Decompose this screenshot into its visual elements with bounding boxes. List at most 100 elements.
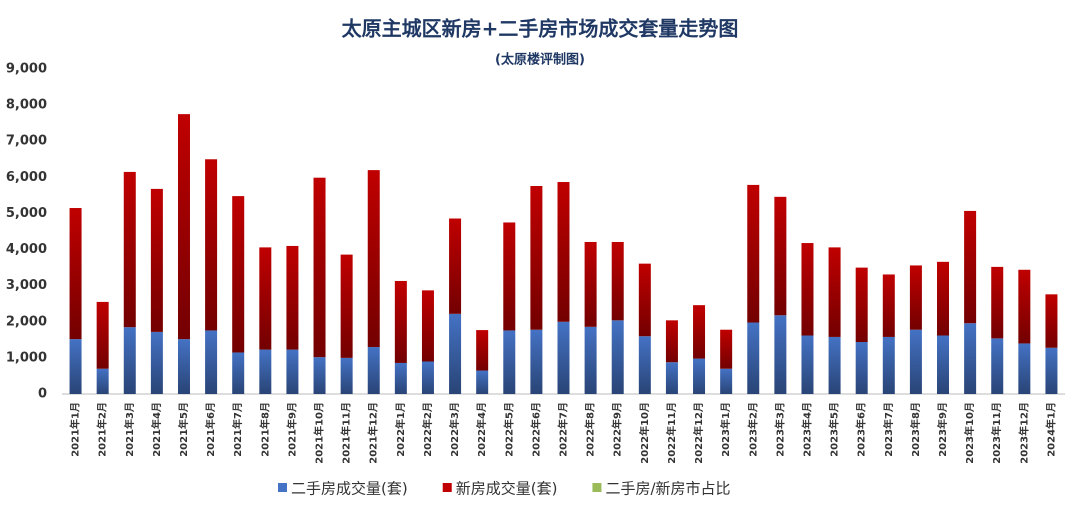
x-tick-label: 2022年5月 [502,402,515,457]
bar-segment [882,274,895,337]
bar-segment [394,280,407,363]
bar-segment [828,247,841,337]
x-tick-label: 2022年6月 [529,402,542,457]
bar-segment [1045,294,1058,348]
x-tick-label: 2023年7月 [882,402,895,457]
bar-segment [720,329,733,369]
bar-segment [1045,347,1058,394]
bar-segment [557,321,570,394]
legend-label: 新房成交量(套) [456,480,558,498]
x-tick-label: 2023年3月 [773,402,786,457]
bar-segment [991,338,1004,394]
bar-segment [367,170,380,348]
legend-label: 二手房成交量(套) [291,480,408,498]
bar-segment [611,320,624,394]
chart-subtitle: (太原楼评制图) [495,52,585,68]
bar-segment [557,182,570,322]
bar-segment [259,349,272,394]
bar-segment [720,368,733,394]
bar-segment [530,329,543,394]
x-tick-label: 2021年11月 [340,402,353,464]
y-tick-label: 5,000 [6,206,47,221]
bar-segment [503,222,516,331]
x-tick-label: 2021年10月 [313,402,326,464]
bar-segment [991,266,1004,339]
x-tick-label: 2022年10月 [638,402,651,464]
bar-segment [205,330,218,394]
y-tick-label: 1,000 [6,350,47,365]
bar-segment [801,243,814,336]
bar-segment [693,305,706,359]
x-tick-label: 2022年11月 [665,402,678,464]
bar-segment [909,265,922,330]
bar-segment [828,336,841,394]
bar-segment [855,342,868,394]
y-tick-label: 8,000 [6,98,47,113]
chart-title: 太原主城区新房+二手房市场成交套量走势图 [342,17,739,41]
x-tick-label: 2021年2月 [96,402,109,457]
bar-segment [747,322,760,394]
x-tick-label: 2023年10月 [963,402,976,464]
legend-label: 二手房/新房市占比 [605,480,730,498]
bar-segment [665,362,678,394]
legend-swatch [592,483,602,492]
x-tick-label: 2021年3月 [123,402,136,457]
bar-segment [964,210,977,324]
x-tick-label: 2021年12月 [367,402,380,464]
bar-segment [449,313,462,394]
bar-segment [964,323,977,394]
y-tick-label: 0 [38,387,47,402]
x-tick-label: 2022年12月 [692,402,705,464]
bar-segment [367,347,380,394]
x-tick-label: 2022年1月 [394,402,407,457]
bar-segment [177,114,190,340]
bar-segment [421,361,434,394]
bar-segment [693,358,706,394]
bar-segment [937,261,950,336]
bar-segment [774,196,787,316]
x-tick-label: 2021年1月 [69,402,82,457]
bar-segment [96,301,109,369]
bar-segment [96,368,109,394]
x-tick-label: 2022年7月 [557,402,570,457]
x-tick-label: 2021年7月 [231,402,244,457]
x-tick-label: 2023年9月 [936,402,949,457]
bar-segment [611,241,624,321]
x-tick-label: 2023年4月 [800,402,813,457]
bar-segment [909,329,922,394]
bar-segment [774,315,787,394]
bar-segment [177,339,190,394]
bar-segment [232,196,245,353]
bar-segment [449,218,462,314]
bar-segment [150,331,163,394]
bar-segment [421,290,434,362]
bar-segment [801,335,814,394]
x-tick-label: 2021年8月 [258,402,271,457]
bar-segment [855,267,868,342]
x-tick-label: 2024年1月 [1044,402,1057,457]
bar-segment [205,159,218,331]
x-tick-label: 2023年1月 [719,402,732,457]
bar-segment [69,339,82,394]
bar-segment [665,320,678,363]
bar-segment [232,352,245,394]
y-tick-label: 2,000 [6,314,47,329]
y-tick-label: 7,000 [6,134,47,149]
bar-segment [476,330,489,371]
x-tick-label: 2021年4月 [150,402,163,457]
bar-segment [882,336,895,394]
bar-segment [1018,269,1031,344]
x-tick-label: 2022年3月 [448,402,461,457]
bar-segment [638,336,651,394]
bar-segment [584,241,597,327]
x-tick-label: 2023年12月 [1017,402,1030,464]
bar-segment [530,186,543,330]
x-tick-label: 2021年5月 [177,402,190,457]
bar-segment [123,171,136,328]
y-tick-label: 9,000 [6,62,47,77]
bar-segment [286,245,299,350]
y-tick-label: 6,000 [6,170,47,185]
bar-segment [313,357,326,394]
x-tick-label: 2022年2月 [421,402,434,457]
